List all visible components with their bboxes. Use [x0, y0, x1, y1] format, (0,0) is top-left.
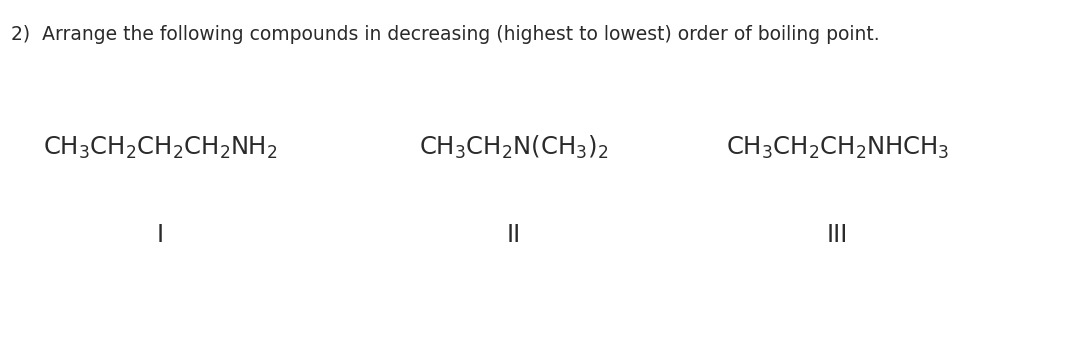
Text: CH$_3$CH$_2$CH$_2$NHCH$_3$: CH$_3$CH$_2$CH$_2$NHCH$_3$	[726, 134, 949, 160]
Text: 2)  Arrange the following compounds in decreasing (highest to lowest) order of b: 2) Arrange the following compounds in de…	[11, 25, 880, 44]
Text: CH$_3$CH$_2$N(CH$_3$)$_2$: CH$_3$CH$_2$N(CH$_3$)$_2$	[419, 134, 608, 161]
Text: CH$_3$CH$_2$CH$_2$CH$_2$NH$_2$: CH$_3$CH$_2$CH$_2$CH$_2$NH$_2$	[43, 134, 277, 160]
Text: I: I	[157, 223, 163, 247]
Text: II: II	[506, 223, 521, 247]
Text: III: III	[827, 223, 849, 247]
